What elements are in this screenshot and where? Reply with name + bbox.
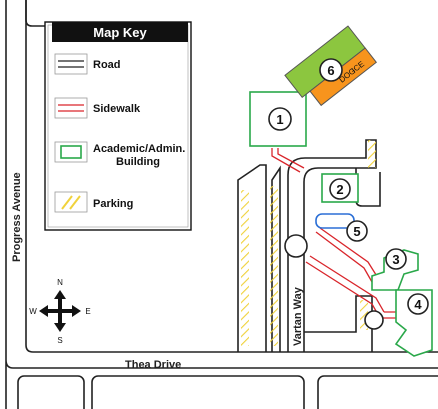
parking-lots <box>241 140 376 346</box>
vartan-way-label: Vartan Way <box>292 286 304 346</box>
key-road-swatch <box>54 53 88 75</box>
marker-4-label: 4 <box>414 297 422 312</box>
marker-1-label: 1 <box>276 112 283 127</box>
marker-3-label: 3 <box>392 252 399 267</box>
key-sidewalk-swatch <box>54 97 88 119</box>
map-key-title-bar <box>52 22 188 42</box>
progress-avenue-road <box>5 0 438 360</box>
progress-avenue-label: Progress Avenue <box>11 172 23 262</box>
compass-e: E <box>85 307 90 316</box>
b2-drive-road <box>355 168 381 207</box>
parking-lot-center <box>270 186 278 346</box>
key-parking-line-1 <box>61 195 73 210</box>
marker-5 <box>346 220 368 242</box>
sidewalk-b1 <box>271 148 305 173</box>
key-sidewalk-label: Sidewalk <box>93 103 141 115</box>
compass-arrow-west <box>39 305 48 317</box>
east-cul-de-sac <box>364 310 384 330</box>
marker-5-label: 5 <box>353 224 360 239</box>
key-building-label-2: Building <box>116 156 160 168</box>
marker-2-label: 2 <box>336 182 343 197</box>
map-key: Map Key Road Sidewalk Academic/Admin. Bu… <box>44 21 192 231</box>
marker-6-label: 6 <box>327 63 334 78</box>
key-building-label: Academic/Admin. <box>93 143 185 155</box>
compass-horizontal <box>47 309 73 313</box>
key-building-symbol <box>60 145 82 159</box>
key-road-label: Road <box>93 59 121 71</box>
compass-w: W <box>29 307 37 316</box>
key-parking-line-2 <box>69 195 81 210</box>
marker-4 <box>407 293 429 315</box>
thea-drive-label: Thea Drive <box>125 359 181 371</box>
marker-3 <box>385 248 407 270</box>
thea-drive-road <box>5 359 438 409</box>
parking-lot-north <box>368 140 376 168</box>
marker-1 <box>268 107 292 131</box>
parking-lot-east <box>360 300 368 330</box>
block-1 <box>17 375 85 409</box>
marker-6 <box>319 58 343 82</box>
compass-arrow-north <box>54 290 66 299</box>
parking-lot-west <box>241 190 249 346</box>
compass-arrow-south <box>54 323 66 332</box>
building-markers: 1 2 3 4 5 6 <box>268 58 429 315</box>
block-2 <box>91 375 305 409</box>
roundabout <box>284 234 308 258</box>
compass-rose: N S W E <box>29 278 90 345</box>
compass-n: N <box>57 278 63 287</box>
compass-s: S <box>57 336 62 345</box>
key-parking-label: Parking <box>93 198 133 210</box>
sidewalk-main-diagonal <box>315 227 379 283</box>
map-key-title: Map Key <box>93 25 147 40</box>
city-blocks <box>17 0 438 409</box>
marker-2 <box>329 178 351 200</box>
block-3 <box>317 375 438 409</box>
north-block-edge <box>25 0 48 27</box>
compass-arrow-east <box>72 305 81 317</box>
